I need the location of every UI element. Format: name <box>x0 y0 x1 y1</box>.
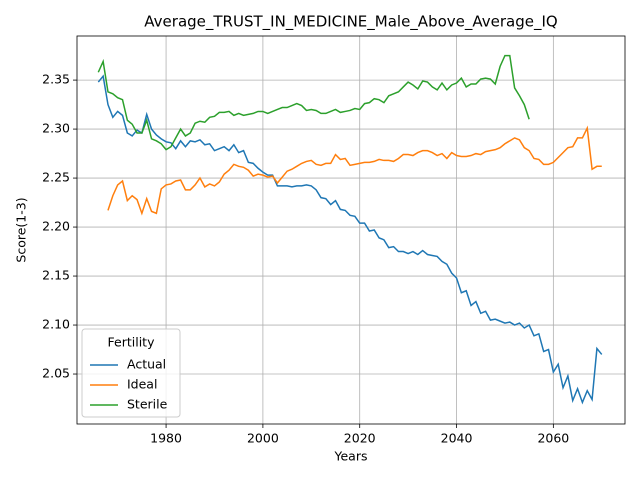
line-series <box>107 125 602 216</box>
plot-frame <box>76 35 626 425</box>
line-series <box>97 74 603 405</box>
legend-label: Sterile <box>127 397 168 412</box>
y-tick-label: 2.35 <box>42 72 70 87</box>
y-tick-label: 2.15 <box>42 268 70 283</box>
y-axis-label: Score(1-3) <box>14 197 29 262</box>
legend-label: Ideal <box>127 377 157 392</box>
x-tick-label: 2040 <box>441 431 473 446</box>
y-tick-label: 2.10 <box>42 317 70 332</box>
x-tick-label: 2060 <box>537 431 569 446</box>
legend-box <box>81 328 181 418</box>
y-tick-label: 2.05 <box>42 366 70 381</box>
y-tick-label: 2.25 <box>42 170 70 185</box>
x-tick-label: 1980 <box>150 431 182 446</box>
x-tick-label: 2000 <box>247 431 279 446</box>
chart-title: Average_TRUST_IN_MEDICINE_Male_Above_Ave… <box>144 13 557 32</box>
x-tick-label: 2020 <box>344 431 376 446</box>
legend-label: Actual <box>127 357 166 372</box>
y-tick-label: 2.20 <box>42 219 70 234</box>
y-tick-label: 2.30 <box>42 121 70 136</box>
x-axis-label: Years <box>334 449 368 464</box>
legend-title: Fertility <box>108 335 156 350</box>
line-series <box>97 54 530 151</box>
legend: Fertility Actual Ideal Sterile <box>81 328 181 418</box>
